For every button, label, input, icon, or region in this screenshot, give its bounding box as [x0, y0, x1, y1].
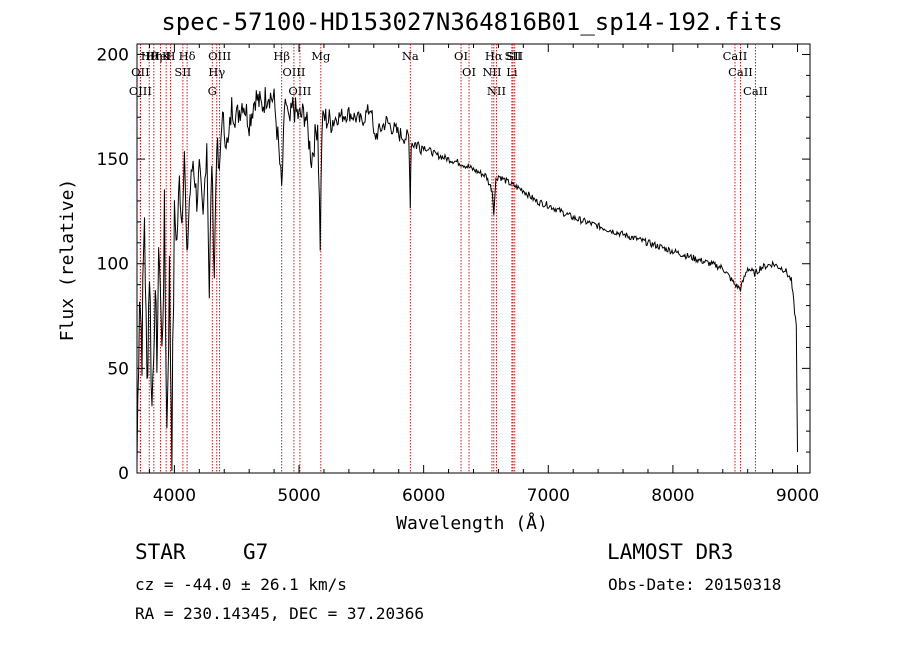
line-label: OIII — [282, 65, 305, 79]
x-tick-label: 9000 — [776, 486, 819, 506]
line-label: CaII — [723, 49, 748, 63]
line-label: Mg — [311, 49, 331, 63]
line-label: NII — [482, 65, 501, 79]
x-tick-label: 8000 — [651, 486, 694, 506]
line-label: Na — [402, 49, 419, 63]
spectrum-line — [136, 87, 798, 471]
line-label: OIII — [288, 84, 311, 98]
line-label: SII — [174, 65, 191, 79]
x-tick-label: 4000 — [153, 486, 196, 506]
line-label: CaII — [743, 84, 768, 98]
line-label: OIII — [208, 49, 231, 63]
y-tick-label: 50 — [107, 359, 129, 379]
line-label: CaII — [728, 65, 753, 79]
line-label: Hα — [485, 49, 503, 63]
line-label: OI — [462, 65, 476, 79]
y-axis-label: Flux (relative) — [57, 179, 78, 342]
line-label: SII — [505, 49, 522, 63]
line-label: HeI — [150, 49, 171, 63]
y-tick-label: 0 — [118, 464, 129, 484]
line-label: G — [208, 84, 217, 98]
x-axis-label: Wavelength (Å) — [396, 512, 548, 534]
x-tick-label: 6000 — [402, 486, 445, 506]
line-label: OII — [131, 65, 150, 79]
line-label: Hη — [145, 49, 162, 63]
line-label: OI — [454, 49, 468, 63]
survey-name: LAMOST DR3 — [607, 540, 734, 564]
line-label: Hβ — [273, 49, 290, 63]
object-class: STAR — [135, 540, 186, 564]
spectral-line-markers — [139, 44, 756, 473]
x-tick-label: 7000 — [527, 486, 570, 506]
line-label: Hδ — [179, 49, 196, 63]
y-axis-ticks: 0 50 100 150 200 — [97, 45, 810, 484]
line-label: OIII — [129, 84, 152, 98]
line-label: Li — [506, 65, 518, 79]
line-label: H — [166, 49, 176, 63]
y-tick-label: 100 — [97, 255, 129, 275]
line-label: NII — [487, 84, 506, 98]
redshift-value: cz = -44.0 ± 26.1 km/s — [135, 575, 347, 594]
line-label: SII — [506, 49, 523, 63]
y-tick-label: 150 — [97, 150, 129, 170]
line-label: Hγ — [208, 65, 225, 79]
x-tick-label: 5000 — [277, 486, 320, 506]
line-label: Hθ — [141, 49, 158, 63]
coordinates: RA = 230.14345, DEC = 37.20366 — [135, 604, 424, 623]
x-axis-ticks: 4000 5000 6000 7000 8000 9000 — [148, 44, 819, 506]
chart-title: spec-57100-HD153027N364816B01_sp14-192.f… — [161, 8, 782, 36]
obs-date: Obs-Date: 20150318 — [608, 575, 782, 594]
y-tick-label: 200 — [97, 45, 129, 65]
object-subclass: G7 — [243, 540, 269, 564]
line-label: K — [162, 49, 171, 63]
